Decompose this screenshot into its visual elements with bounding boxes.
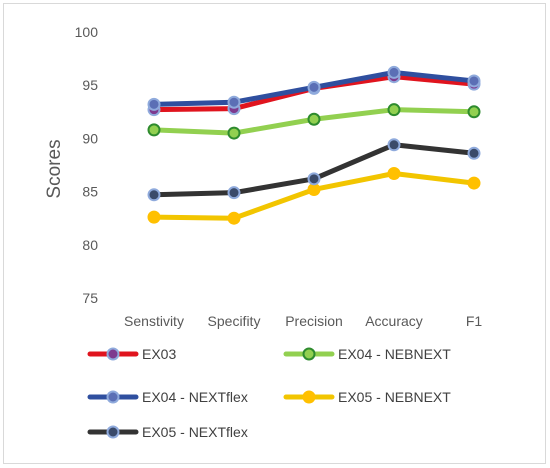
- x-axis-ticks: Senstivity Specifity Precision Accuracy F1: [124, 313, 482, 329]
- data-point: [387, 167, 401, 181]
- y-axis-ticks: 75 80 85 90 95 100: [75, 24, 99, 306]
- y-tick-label: 90: [82, 130, 98, 146]
- series-1: [147, 103, 481, 140]
- data-point: [227, 126, 241, 140]
- x-tick-label: Accuracy: [365, 313, 423, 329]
- data-point: [227, 211, 241, 225]
- legend-label: EX04 - NEBNEXT: [338, 346, 451, 362]
- series-2: [147, 65, 481, 111]
- legend-label: EX04 - NEXTflex: [142, 389, 248, 405]
- legend-swatch-marker: [302, 347, 316, 361]
- x-tick-label: Senstivity: [124, 313, 184, 329]
- y-tick-label: 100: [75, 24, 99, 40]
- data-point: [307, 112, 321, 126]
- y-axis-label: Scores: [44, 139, 65, 198]
- legend-swatch-marker: [106, 347, 120, 361]
- legend: EX03 EX04 - NEBNEXT EX04 - NEXTflex EX05 - …: [87, 346, 451, 440]
- data-point: [147, 97, 161, 111]
- y-tick-label: 95: [82, 77, 98, 93]
- legend-label: EX05 - NEBNEXT: [338, 389, 451, 405]
- data-point: [387, 103, 401, 117]
- legend-label: EX03: [142, 346, 176, 362]
- legend-item: EX03: [87, 346, 176, 362]
- series-4: [147, 138, 481, 202]
- legend-item: EX04 - NEXTflex: [87, 389, 248, 405]
- data-point: [147, 123, 161, 137]
- data-point: [307, 182, 321, 196]
- y-tick-label: 75: [82, 290, 98, 306]
- legend-item: EX05 - NEXTflex: [87, 424, 248, 440]
- legend-item: EX04 - NEBNEXT: [283, 346, 451, 362]
- data-point: [307, 80, 321, 94]
- data-point: [147, 210, 161, 224]
- data-point: [467, 176, 481, 190]
- data-point: [467, 74, 481, 88]
- data-point: [227, 95, 241, 109]
- data-point: [227, 186, 241, 200]
- data-point: [387, 65, 401, 79]
- legend-swatch-marker: [106, 390, 120, 404]
- x-tick-label: Precision: [285, 313, 343, 329]
- y-tick-label: 80: [82, 237, 98, 253]
- data-point: [467, 105, 481, 119]
- data-point: [147, 188, 161, 202]
- data-point: [467, 146, 481, 160]
- x-tick-label: F1: [466, 313, 483, 329]
- legend-swatch-marker: [302, 390, 316, 404]
- legend-label: EX05 - NEXTflex: [142, 424, 248, 440]
- x-tick-label: Specifity: [208, 313, 261, 329]
- y-tick-label: 85: [82, 184, 98, 200]
- legend-swatch-marker: [106, 425, 120, 439]
- data-point: [307, 172, 321, 186]
- legend-item: EX05 - NEBNEXT: [283, 389, 451, 405]
- data-point: [387, 138, 401, 152]
- series-group: [147, 65, 481, 225]
